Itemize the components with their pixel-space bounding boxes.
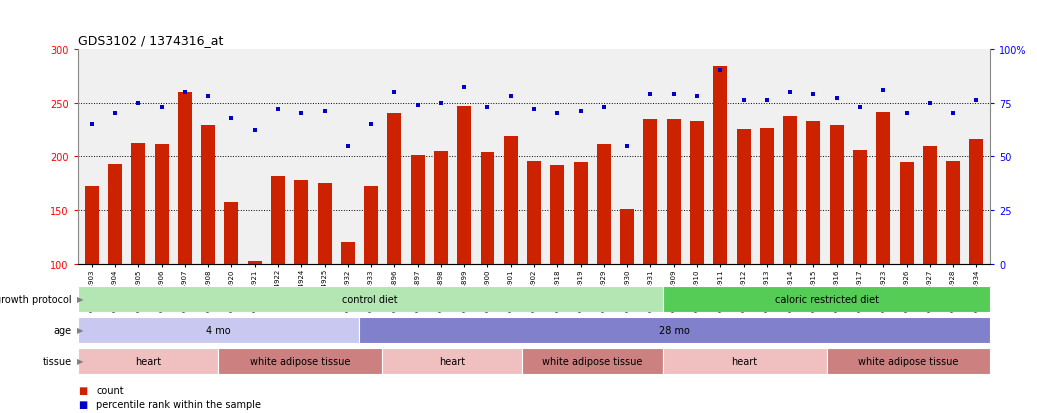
Text: caloric restricted diet: caloric restricted diet: [775, 294, 878, 304]
FancyBboxPatch shape: [78, 348, 218, 374]
FancyBboxPatch shape: [826, 348, 990, 374]
Text: growth protocol: growth protocol: [0, 294, 72, 304]
Bar: [736, 130, 751, 264]
Text: white adipose tissue: white adipose tissue: [542, 356, 643, 366]
Text: count: count: [96, 385, 124, 395]
FancyBboxPatch shape: [663, 286, 990, 312]
Bar: [713, 67, 727, 264]
Bar: [457, 107, 471, 264]
Text: ▶: ▶: [77, 294, 83, 304]
Text: 28 mo: 28 mo: [658, 325, 690, 335]
Text: heart: heart: [135, 356, 161, 366]
Text: control diet: control diet: [342, 294, 398, 304]
Bar: [364, 187, 379, 264]
Bar: [760, 129, 774, 264]
Bar: [527, 161, 541, 264]
FancyBboxPatch shape: [78, 317, 359, 343]
Text: ■: ■: [78, 399, 87, 409]
Text: age: age: [54, 325, 72, 335]
FancyBboxPatch shape: [78, 286, 663, 312]
Bar: [341, 243, 355, 264]
Bar: [317, 184, 332, 264]
Text: ▶: ▶: [77, 325, 83, 335]
Bar: [923, 146, 936, 264]
Bar: [970, 140, 983, 264]
Bar: [853, 150, 867, 264]
FancyBboxPatch shape: [382, 348, 523, 374]
Bar: [504, 137, 517, 264]
Bar: [108, 164, 122, 264]
Text: white adipose tissue: white adipose tissue: [859, 356, 958, 366]
Text: percentile rank within the sample: percentile rank within the sample: [96, 399, 261, 409]
FancyBboxPatch shape: [359, 317, 990, 343]
Text: ■: ■: [78, 385, 87, 395]
Bar: [295, 180, 308, 264]
Bar: [573, 162, 588, 264]
Bar: [783, 117, 797, 264]
Text: white adipose tissue: white adipose tissue: [250, 356, 351, 366]
Bar: [201, 126, 215, 264]
Bar: [248, 261, 261, 264]
Bar: [597, 145, 611, 264]
Bar: [224, 202, 239, 264]
Text: GDS3102 / 1374316_at: GDS3102 / 1374316_at: [78, 34, 223, 47]
Bar: [551, 166, 564, 264]
Bar: [876, 113, 890, 264]
Bar: [480, 153, 495, 264]
Bar: [620, 209, 635, 264]
Text: tissue: tissue: [43, 356, 72, 366]
Bar: [946, 161, 960, 264]
Bar: [830, 126, 844, 264]
FancyBboxPatch shape: [663, 348, 826, 374]
Text: heart: heart: [439, 356, 466, 366]
FancyBboxPatch shape: [218, 348, 382, 374]
Bar: [132, 144, 145, 264]
Bar: [178, 93, 192, 264]
Bar: [155, 145, 169, 264]
Bar: [388, 114, 401, 264]
Bar: [690, 121, 704, 264]
Bar: [644, 119, 657, 264]
Bar: [433, 152, 448, 264]
FancyBboxPatch shape: [523, 348, 663, 374]
Bar: [899, 162, 914, 264]
Bar: [667, 119, 680, 264]
Text: ▶: ▶: [77, 356, 83, 366]
Bar: [85, 187, 99, 264]
Text: 4 mo: 4 mo: [206, 325, 230, 335]
Bar: [807, 121, 820, 264]
Bar: [411, 156, 424, 264]
Text: heart: heart: [731, 356, 758, 366]
Bar: [271, 176, 285, 264]
